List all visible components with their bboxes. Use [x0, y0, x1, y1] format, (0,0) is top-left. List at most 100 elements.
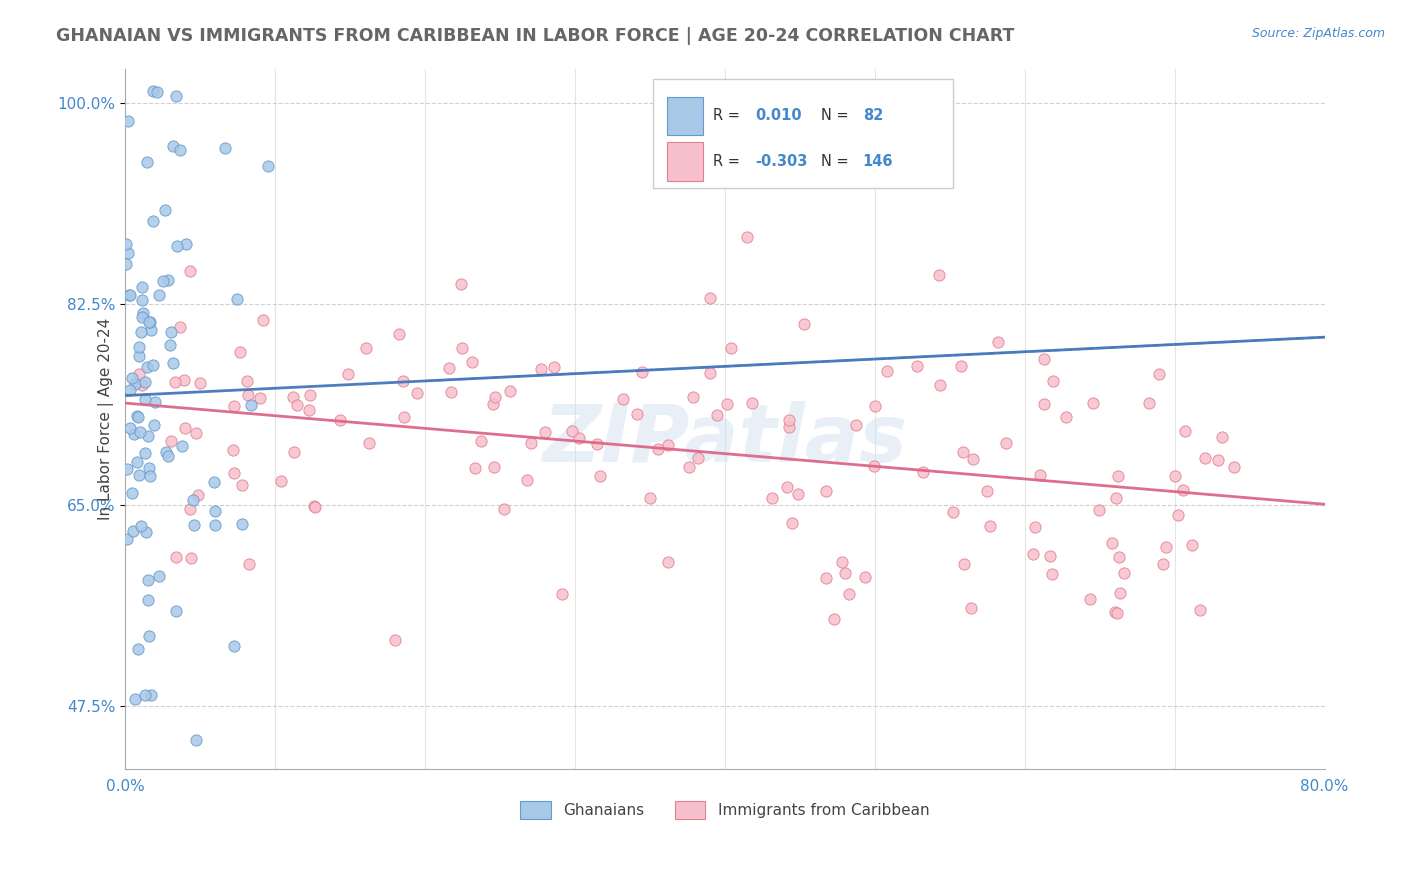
- Point: [138, 629, 160, 643]
- Point: [281, 391, 304, 405]
- Point: [460, 355, 482, 369]
- Point: [1083, 395, 1105, 409]
- Point: [165, 603, 187, 617]
- Point: [152, 274, 174, 288]
- Point: [929, 378, 952, 392]
- Point: [299, 387, 322, 401]
- Point: [1167, 508, 1189, 522]
- Point: [406, 386, 429, 401]
- Point: [329, 413, 352, 427]
- Point: [173, 373, 195, 387]
- Point: [682, 390, 704, 404]
- Point: [120, 421, 142, 435]
- Point: [876, 363, 898, 377]
- Point: [121, 486, 143, 500]
- Point: [657, 438, 679, 452]
- Point: [135, 524, 157, 539]
- Point: [561, 425, 583, 439]
- Point: [1078, 591, 1101, 606]
- Point: [166, 239, 188, 253]
- Point: [117, 245, 139, 260]
- Point: [231, 517, 253, 532]
- Point: [568, 431, 591, 445]
- Point: [270, 474, 292, 488]
- Point: [117, 113, 139, 128]
- Point: [181, 492, 204, 507]
- Point: [1101, 536, 1123, 550]
- Point: [942, 505, 965, 519]
- Point: [657, 555, 679, 569]
- Point: [159, 337, 181, 351]
- Point: [688, 450, 710, 465]
- Text: 0.010: 0.010: [755, 108, 801, 123]
- Point: [950, 359, 973, 373]
- Point: [222, 639, 245, 653]
- Point: [120, 287, 142, 301]
- Point: [134, 375, 156, 389]
- Point: [249, 391, 271, 405]
- Text: GHANAIAN VS IMMIGRANTS FROM CARIBBEAN IN LABOR FORCE | AGE 20-24 CORRELATION CHA: GHANAIAN VS IMMIGRANTS FROM CARIBBEAN IN…: [56, 27, 1015, 45]
- Point: [128, 468, 150, 483]
- Point: [1188, 603, 1211, 617]
- Point: [516, 473, 538, 487]
- Point: [214, 141, 236, 155]
- Point: [142, 359, 165, 373]
- Point: [815, 483, 838, 498]
- Point: [391, 375, 413, 389]
- Point: [174, 237, 197, 252]
- Point: [1223, 460, 1246, 475]
- Point: [165, 375, 187, 389]
- Point: [222, 467, 245, 481]
- Point: [720, 341, 742, 355]
- Point: [121, 371, 143, 385]
- Point: [136, 155, 159, 169]
- Text: Source: ZipAtlas.com: Source: ZipAtlas.com: [1251, 27, 1385, 40]
- Point: [392, 410, 415, 425]
- Point: [359, 436, 381, 450]
- Point: [155, 444, 177, 458]
- Point: [143, 394, 166, 409]
- Point: [1194, 450, 1216, 465]
- Point: [128, 425, 150, 440]
- Text: N =: N =: [821, 108, 848, 123]
- Point: [139, 315, 162, 329]
- Point: [142, 214, 165, 228]
- Point: [115, 256, 138, 270]
- Point: [450, 341, 472, 355]
- Point: [337, 368, 360, 382]
- Point: [127, 409, 149, 424]
- Point: [626, 408, 648, 422]
- Point: [128, 349, 150, 363]
- Point: [862, 458, 884, 473]
- Point: [678, 459, 700, 474]
- Text: R =: R =: [713, 153, 740, 169]
- Point: [136, 429, 159, 443]
- Point: [135, 360, 157, 375]
- Point: [439, 361, 461, 376]
- Point: [912, 465, 935, 479]
- Point: [183, 517, 205, 532]
- Text: R =: R =: [713, 108, 740, 123]
- Point: [492, 501, 515, 516]
- Point: [184, 732, 207, 747]
- Point: [1040, 567, 1063, 582]
- Point: [482, 397, 505, 411]
- Point: [1105, 606, 1128, 620]
- Point: [952, 445, 974, 459]
- Point: [1022, 547, 1045, 561]
- FancyBboxPatch shape: [668, 142, 703, 181]
- Point: [120, 383, 142, 397]
- Text: 82: 82: [863, 108, 883, 123]
- Point: [1087, 503, 1109, 517]
- Point: [148, 288, 170, 302]
- Point: [440, 384, 463, 399]
- Point: [831, 555, 853, 569]
- Point: [786, 486, 808, 500]
- Point: [131, 310, 153, 324]
- Point: [699, 367, 721, 381]
- Point: [995, 436, 1018, 450]
- Point: [156, 273, 179, 287]
- Point: [543, 360, 565, 375]
- Point: [179, 501, 201, 516]
- Point: [235, 374, 257, 388]
